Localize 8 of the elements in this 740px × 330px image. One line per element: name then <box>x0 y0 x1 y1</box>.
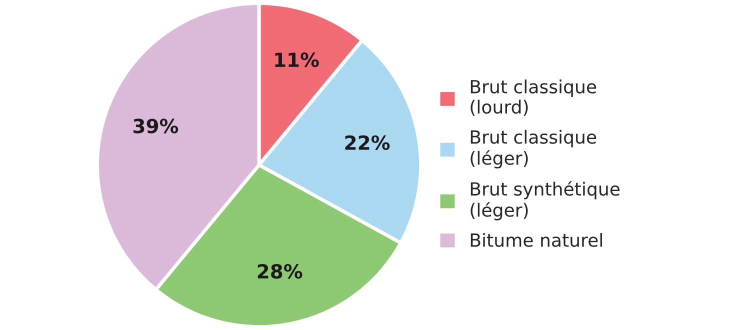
data-label: 11% <box>275 52 319 68</box>
legend-label: Brut classique (léger) <box>470 130 596 168</box>
data-label: 39% <box>134 118 178 134</box>
data-label: 28% <box>258 264 302 279</box>
legend-label: Bitume naturel <box>470 232 602 247</box>
data-label: 22% <box>345 135 390 150</box>
legend-label: Brut synthétique (léger) <box>470 181 620 220</box>
legend-label: Brut classique (lourd) <box>470 80 596 116</box>
